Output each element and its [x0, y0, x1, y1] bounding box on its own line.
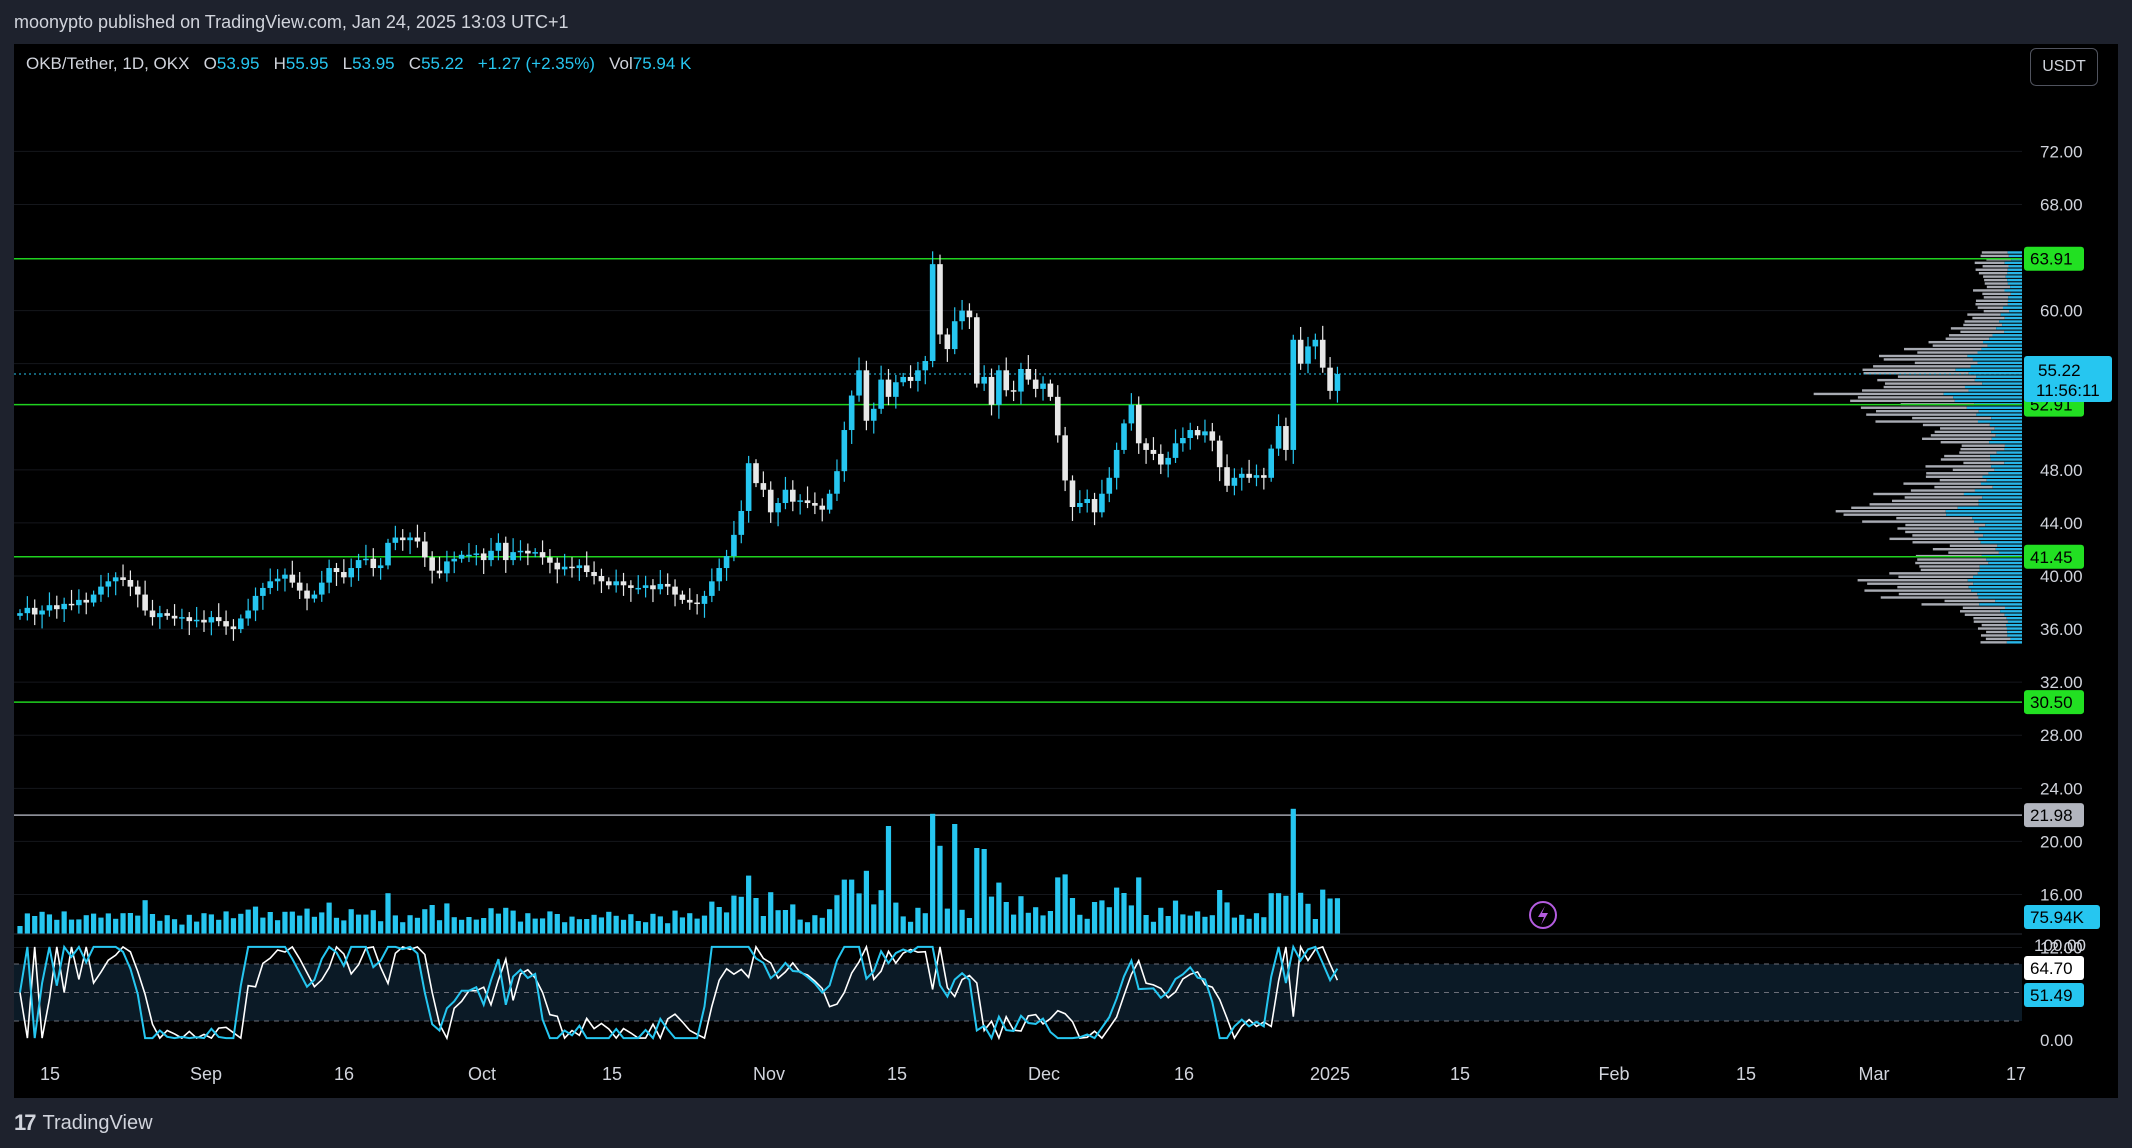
high-value: 55.95: [285, 54, 329, 73]
low-label: L: [342, 54, 353, 73]
change-value: +1.27 (+2.35%): [477, 54, 595, 73]
close-label: C: [408, 54, 422, 73]
volume-value: 75.94 K: [632, 54, 692, 73]
symbol-legend[interactable]: OKB/Tether, 1D, OKX O53.95 H55.95 L53.95…: [26, 54, 691, 74]
low-value: 53.95: [352, 54, 395, 73]
publish-bar: moonypto published on TradingView.com, J…: [0, 0, 2132, 44]
brand-name: TradingView: [42, 1111, 153, 1134]
open-value: 53.95: [216, 54, 260, 73]
open-label: O: [203, 54, 217, 73]
currency-button[interactable]: USDT: [2030, 48, 2098, 86]
published-by-text: moonypto published on TradingView.com, J…: [14, 12, 569, 32]
volume-label: Vol: [609, 54, 633, 73]
chart-area[interactable]: [14, 44, 2118, 1098]
high-label: H: [273, 54, 286, 73]
tradingview-logo-icon: 17: [14, 1110, 37, 1135]
tradingview-brand[interactable]: 17 TradingView: [14, 1110, 153, 1136]
symbol-title[interactable]: OKB/Tether, 1D, OKX: [26, 54, 190, 73]
footer-bar: [0, 1098, 2132, 1148]
close-value: 55.22: [421, 54, 464, 73]
